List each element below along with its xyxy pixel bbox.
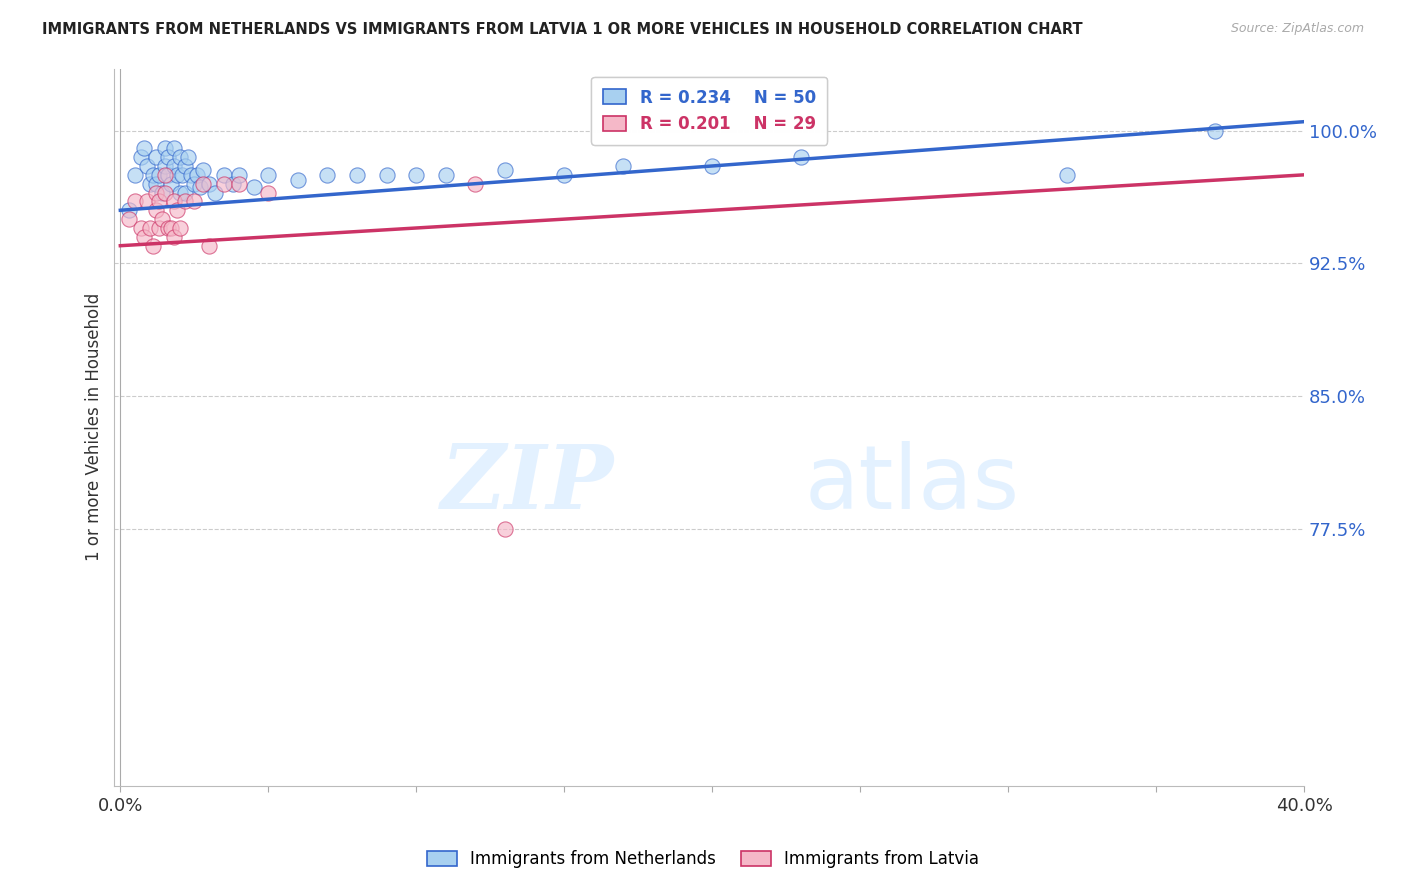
Point: [188, 180, 211, 194]
Point: [166, 203, 188, 218]
Point: [153, 186, 176, 200]
Point: [162, 194, 184, 209]
Point: [118, 203, 141, 218]
Point: [124, 194, 146, 209]
Point: [193, 177, 215, 191]
Point: [228, 168, 250, 182]
Point: [150, 212, 173, 227]
Point: [156, 168, 179, 182]
Point: [183, 177, 205, 191]
Point: [434, 168, 457, 182]
Point: [153, 168, 176, 182]
Point: [159, 221, 181, 235]
Point: [242, 180, 264, 194]
Point: [198, 238, 221, 252]
Point: [136, 159, 159, 173]
Point: [174, 194, 197, 209]
Point: [136, 194, 159, 209]
Point: [186, 168, 208, 182]
Point: [124, 168, 146, 182]
Point: [228, 177, 250, 191]
Point: [145, 186, 167, 200]
Point: [198, 177, 221, 191]
Point: [153, 159, 176, 173]
Point: [212, 177, 235, 191]
Point: [405, 168, 427, 182]
Point: [193, 162, 215, 177]
Point: [172, 168, 194, 182]
Point: [162, 159, 184, 173]
Point: [212, 168, 235, 182]
Point: [702, 159, 724, 173]
Point: [790, 150, 813, 164]
Point: [183, 194, 205, 209]
Point: [464, 177, 486, 191]
Point: [204, 186, 226, 200]
Point: [169, 150, 191, 164]
Point: [148, 168, 170, 182]
Point: [145, 203, 167, 218]
Point: [162, 141, 184, 155]
Point: [169, 221, 191, 235]
Point: [180, 168, 202, 182]
Point: [169, 186, 191, 200]
Point: [153, 141, 176, 155]
Point: [257, 168, 280, 182]
Point: [375, 168, 398, 182]
Point: [257, 186, 280, 200]
Text: atlas: atlas: [804, 442, 1019, 528]
Point: [612, 159, 634, 173]
Point: [148, 194, 170, 209]
Point: [150, 186, 173, 200]
Point: [166, 168, 188, 182]
Point: [118, 212, 141, 227]
Point: [132, 230, 155, 244]
Y-axis label: 1 or more Vehicles in Household: 1 or more Vehicles in Household: [86, 293, 103, 561]
Text: IMMIGRANTS FROM NETHERLANDS VS IMMIGRANTS FROM LATVIA 1 OR MORE VEHICLES IN HOUS: IMMIGRANTS FROM NETHERLANDS VS IMMIGRANT…: [42, 22, 1083, 37]
Point: [177, 150, 200, 164]
Point: [145, 177, 167, 191]
Text: ZIP: ZIP: [440, 442, 614, 528]
Point: [346, 168, 368, 182]
Point: [129, 150, 152, 164]
Point: [156, 221, 179, 235]
Point: [139, 177, 162, 191]
Point: [287, 173, 309, 187]
Text: Source: ZipAtlas.com: Source: ZipAtlas.com: [1230, 22, 1364, 36]
Point: [148, 221, 170, 235]
Point: [132, 141, 155, 155]
Point: [142, 238, 165, 252]
Point: [316, 168, 339, 182]
Point: [174, 159, 197, 173]
Point: [162, 230, 184, 244]
Point: [142, 168, 165, 182]
Point: [1056, 168, 1078, 182]
Legend: R = 0.234    N = 50, R = 0.201    N = 29: R = 0.234 N = 50, R = 0.201 N = 29: [591, 77, 827, 145]
Legend: Immigrants from Netherlands, Immigrants from Latvia: Immigrants from Netherlands, Immigrants …: [420, 844, 986, 875]
Point: [1204, 123, 1226, 137]
Point: [129, 221, 152, 235]
Point: [156, 150, 179, 164]
Point: [494, 162, 516, 177]
Point: [553, 168, 575, 182]
Point: [222, 177, 245, 191]
Point: [159, 177, 181, 191]
Point: [174, 186, 197, 200]
Point: [139, 221, 162, 235]
Point: [145, 150, 167, 164]
Point: [494, 522, 516, 536]
